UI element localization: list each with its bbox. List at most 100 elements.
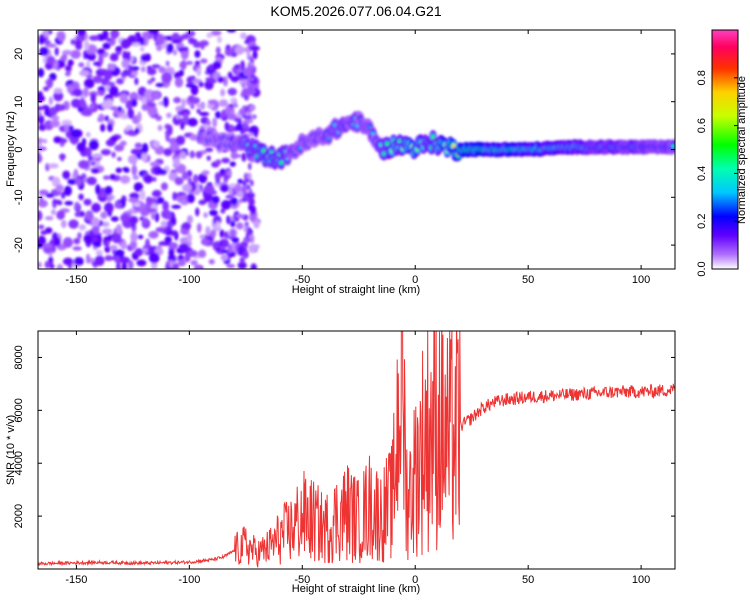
noise-blob [198, 111, 210, 117]
noise-blob [208, 64, 215, 71]
noise-blob [119, 93, 129, 104]
noise-blob [40, 230, 48, 235]
noise-blob [221, 157, 230, 164]
noise-blob [38, 224, 45, 230]
noise-blob [235, 222, 244, 230]
noise-blob [100, 211, 108, 219]
ridge-core [671, 144, 675, 149]
noise-blob [215, 46, 221, 55]
noise-blob [60, 219, 67, 229]
noise-blob [210, 30, 222, 36]
noise-blob [120, 241, 128, 250]
noise-blob [137, 36, 145, 43]
noise-blob [237, 178, 243, 185]
ridge-core [451, 144, 456, 149]
noise-blob [148, 231, 159, 239]
colorbar: 0.0 0.2 0.4 0.6 0.8 Normalized spectral ampl… [696, 29, 748, 277]
noise-blob [150, 261, 158, 269]
noise-blob [185, 83, 196, 88]
noise-blob [116, 156, 122, 162]
noise-blob [230, 203, 239, 210]
noise-blob [104, 255, 113, 262]
noise-blob [220, 199, 232, 210]
noise-blob [249, 125, 259, 136]
noise-blob [243, 193, 248, 201]
noise-blob [182, 222, 192, 230]
noise-blob [155, 82, 165, 88]
noise-blob [83, 86, 89, 98]
noise-blob [91, 224, 100, 234]
snr-ytick-label: 4000 [13, 451, 25, 475]
noise-blob [43, 30, 49, 38]
noise-blob [168, 137, 179, 145]
noise-blob [226, 113, 237, 121]
noise-blob [160, 182, 168, 191]
noise-blob [206, 32, 213, 39]
noise-blob [175, 114, 181, 120]
noise-blob [215, 111, 221, 119]
noise-blob [234, 184, 242, 193]
noise-blob [233, 64, 240, 70]
noise-blob [86, 176, 97, 186]
noise-blob [223, 231, 229, 239]
noise-blob [147, 79, 153, 85]
noise-blob [140, 54, 150, 63]
noise-blob [60, 138, 68, 144]
noise-blob [171, 39, 182, 44]
noise-blob [43, 138, 48, 144]
noise-blob [242, 250, 249, 259]
noise-blob [83, 198, 92, 206]
noise-blob [248, 244, 257, 254]
noise-blob [230, 220, 236, 228]
noise-blob [219, 229, 225, 238]
noise-blob [198, 199, 207, 205]
noise-blob [45, 193, 55, 198]
noise-blob [200, 58, 208, 64]
noise-blob [93, 241, 102, 248]
spectrogram-xlabel: Height of straight line (km) [292, 284, 420, 296]
noise-blob [158, 66, 166, 74]
noise-blob [192, 174, 199, 184]
noise-blob [144, 89, 155, 101]
noise-blob [141, 142, 149, 154]
noise-blob [129, 208, 136, 214]
noise-blob [57, 30, 66, 42]
colorbar-tick-label: 0.6 [696, 118, 708, 133]
spectrogram-xtick-label: -150 [65, 274, 87, 286]
noise-blob [94, 255, 105, 267]
noise-blob [67, 84, 73, 94]
noise-blob [38, 94, 46, 103]
noise-blob [108, 85, 119, 96]
noise-blob [200, 238, 210, 246]
noise-blob [127, 259, 134, 269]
noise-blob [138, 95, 144, 101]
noise-blob [238, 71, 245, 78]
noise-blob [139, 216, 144, 221]
noise-blob [175, 135, 186, 146]
noise-blob [180, 200, 187, 206]
noise-blob [224, 121, 230, 131]
noise-blob [111, 151, 116, 158]
noise-blob [49, 106, 58, 116]
noise-blob [235, 123, 245, 131]
noise-blob [115, 224, 122, 235]
noise-blob [125, 99, 133, 110]
noise-blob [127, 154, 138, 165]
noise-blob [133, 202, 141, 208]
noise-blob [140, 46, 145, 52]
noise-blob [140, 66, 146, 73]
noise-blob [145, 196, 153, 204]
noise-blob [210, 229, 217, 238]
noise-blob [187, 249, 198, 257]
noise-blob [242, 123, 248, 130]
noise-blob [181, 98, 186, 109]
noise-blob [177, 110, 186, 116]
noise-blob [103, 202, 114, 214]
noise-blob [208, 209, 218, 216]
snr-xlabel: Height of straight line (km) [292, 583, 420, 595]
noise-blob [95, 184, 101, 195]
noise-blob [51, 115, 60, 122]
noise-blob [246, 77, 250, 85]
noise-blob [83, 234, 92, 244]
